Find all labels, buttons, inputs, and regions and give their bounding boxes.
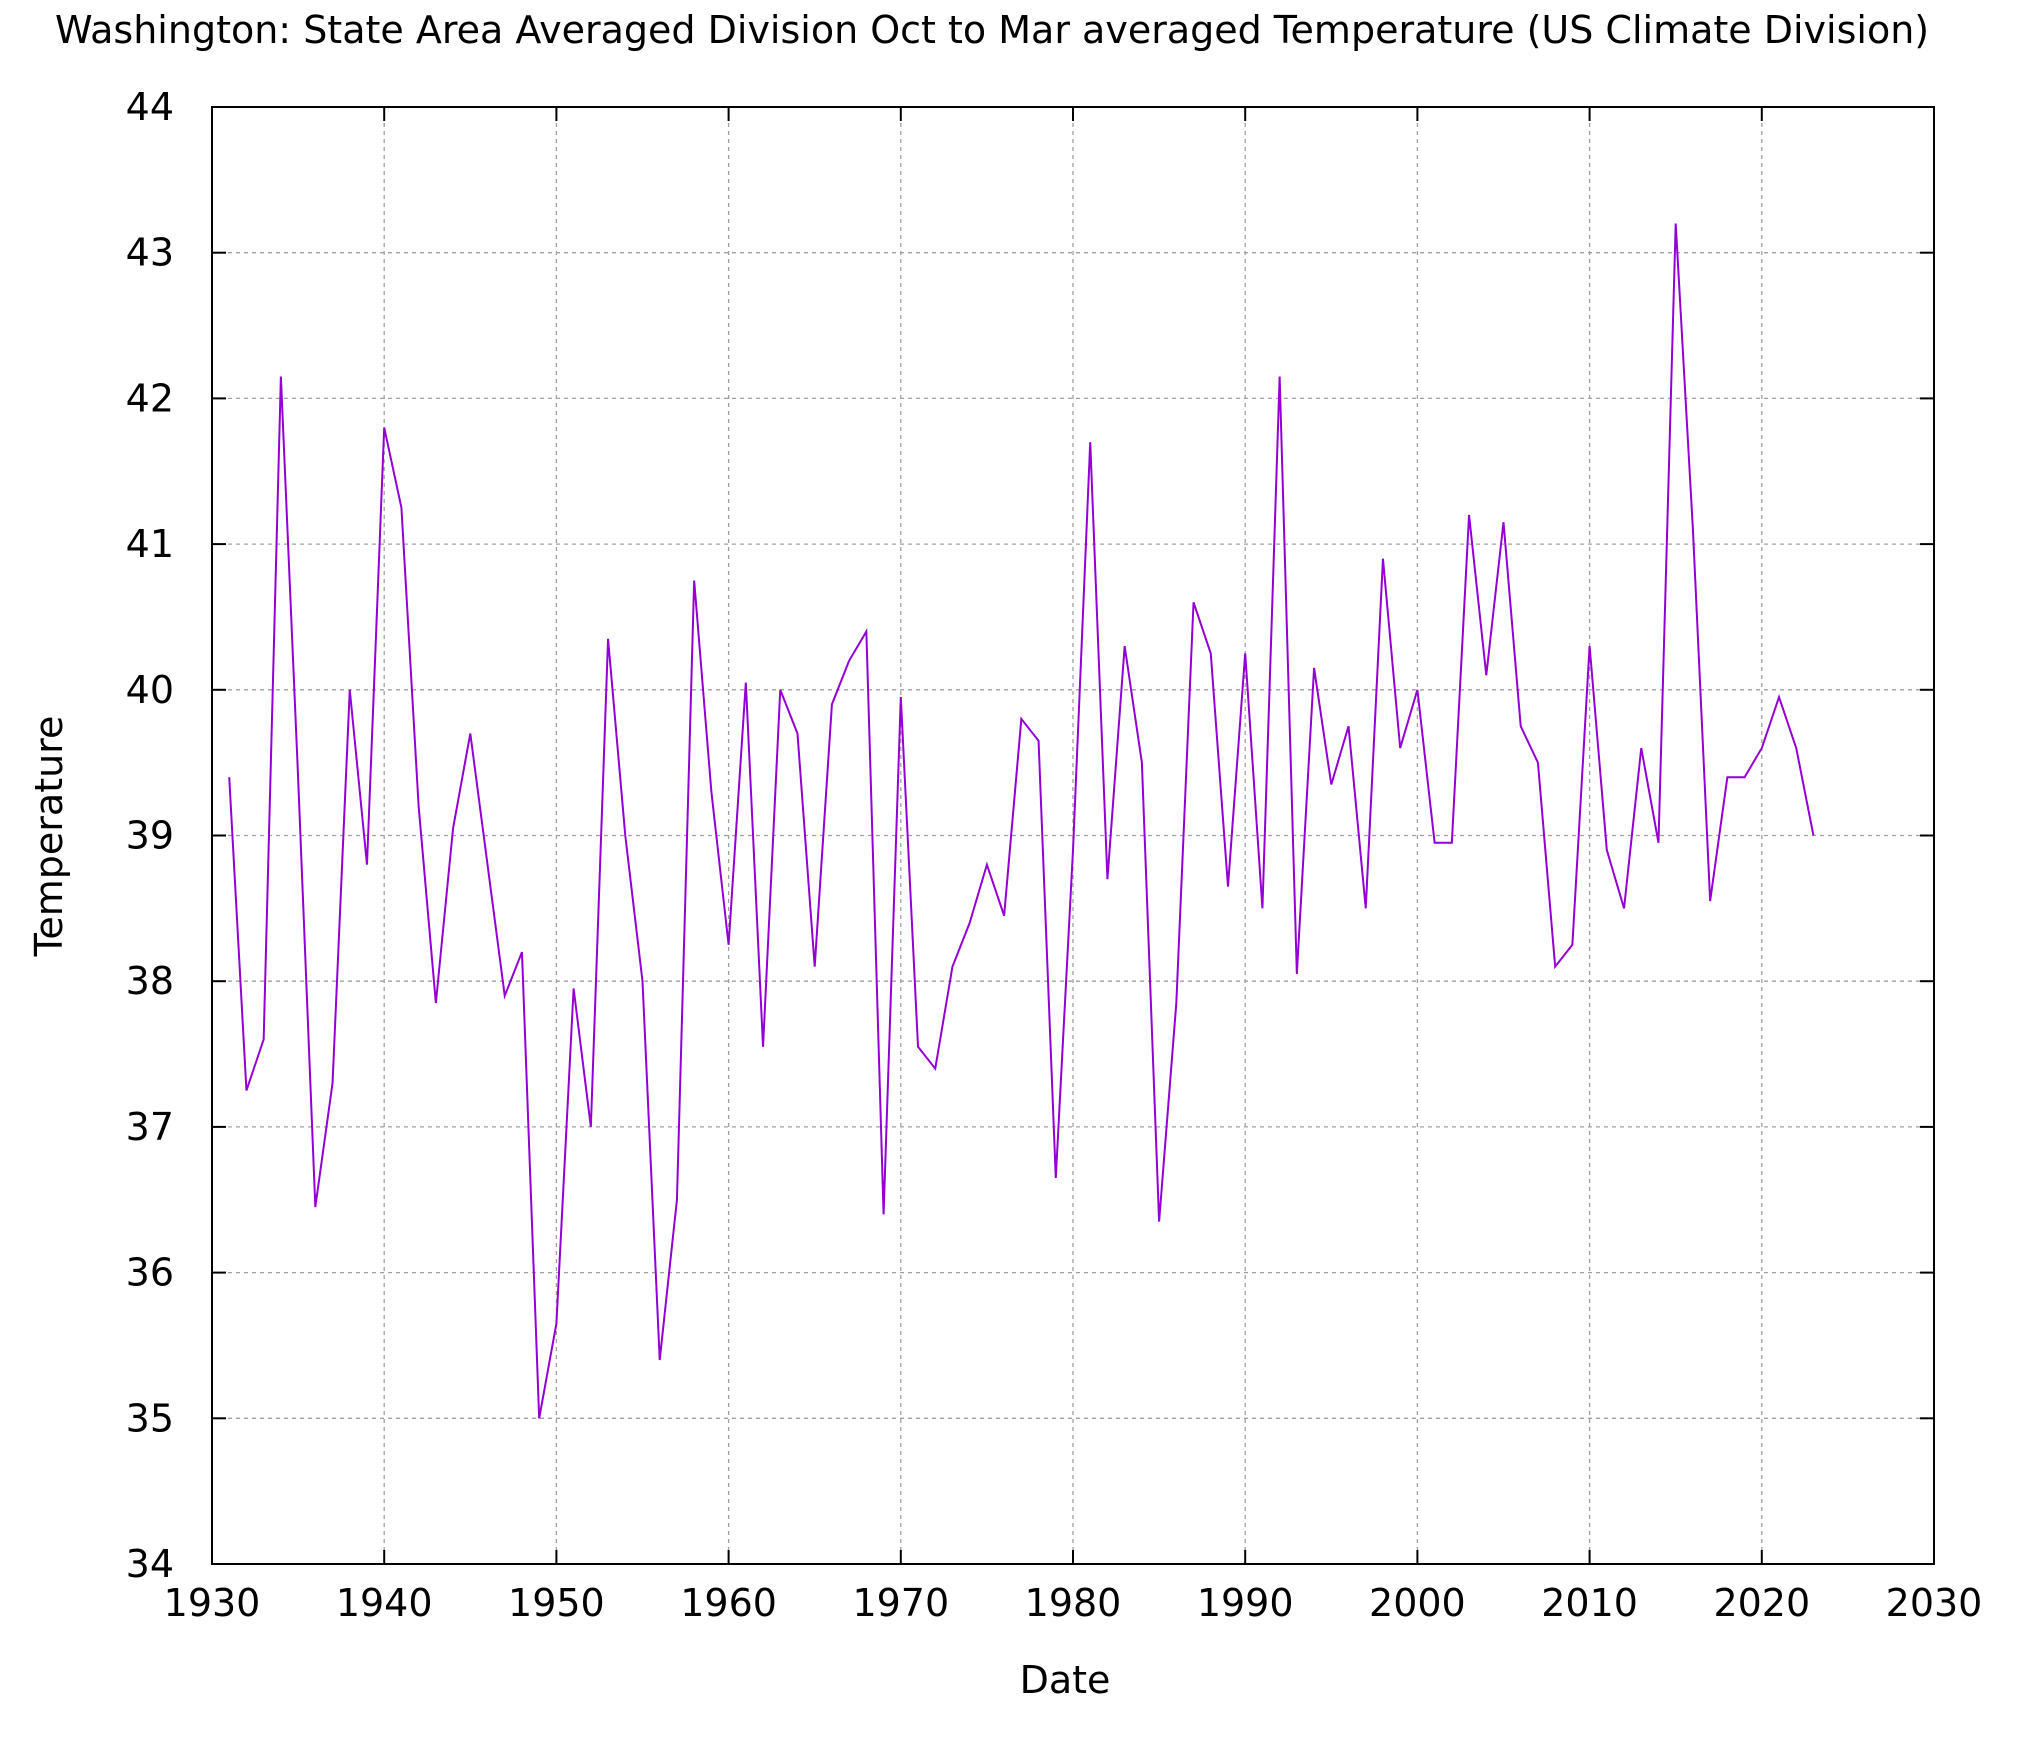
x-tick-label: 1980 [1025,1581,1122,1625]
x-tick-label: 2000 [1369,1581,1466,1625]
series-line-temperature [228,223,1815,1419]
x-tick-label: 1990 [1197,1581,1294,1625]
y-tick-label: 39 [126,814,174,858]
x-axis-label: Date [1020,1658,1111,1702]
x-tick-labels: 1930 1940 1950 1960 1970 1980 1990 2000 2010 2020… [164,1581,1983,1625]
axis-ticks [211,106,1935,1565]
grid-lines [212,107,1934,1564]
x-tick-label: 2030 [1886,1581,1983,1625]
x-tick-label: 1950 [508,1581,605,1625]
y-tick-label: 37 [126,1105,174,1149]
y-tick-label: 40 [126,668,174,712]
x-tick-label: 1970 [852,1581,949,1625]
y-tick-label: 43 [126,231,174,275]
y-tick-label: 38 [126,959,174,1003]
x-tick-label: 2010 [1541,1581,1638,1625]
y-tick-label: 35 [126,1396,174,1440]
x-tick-label: 1940 [336,1581,433,1625]
x-tick-label: 2020 [1713,1581,1810,1625]
plot-frame [211,106,1935,1565]
y-tick-label: 36 [126,1251,174,1295]
y-axis-label: Temperature [27,716,71,958]
y-tick-label: 44 [126,85,174,129]
chart-title: Washington: State Area Averaged Division… [55,8,1929,52]
y-tick-labels: 34 35 36 37 38 39 40 41 42 43 44 [126,85,174,1586]
x-tick-label: 1930 [164,1581,261,1625]
y-tick-label: 42 [126,376,174,420]
y-tick-label: 34 [126,1542,174,1586]
y-tick-label: 41 [126,522,174,566]
series-layer [228,223,1815,1419]
x-tick-label: 1960 [680,1581,777,1625]
